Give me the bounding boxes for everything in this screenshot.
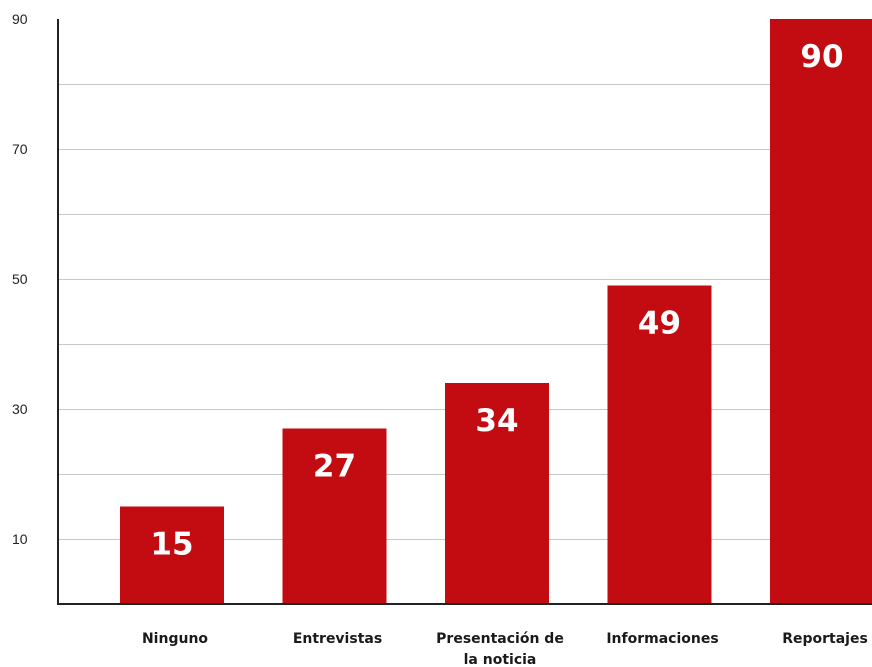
axes xyxy=(57,19,872,605)
y-tick-label: 90 xyxy=(12,11,28,27)
y-tick-label: 50 xyxy=(12,271,28,287)
y-tick-label: 30 xyxy=(12,401,28,417)
bar xyxy=(445,383,549,604)
x-category-label: Ninguno xyxy=(142,631,208,647)
x-category-label: la noticia xyxy=(464,652,537,667)
x-category-label: Presentación de xyxy=(436,631,564,647)
x-category-label: Reportajes xyxy=(782,631,868,647)
y-tick-label: 10 xyxy=(12,531,28,547)
x-category-labels: Ninguno Entrevistas Presentación de la noti… xyxy=(142,631,868,667)
bar xyxy=(120,506,224,604)
bar xyxy=(770,19,872,604)
y-tick-label: 70 xyxy=(12,141,28,157)
y-tick-labels: 10 30 50 70 90 xyxy=(12,11,28,547)
bar-value-label: 90 xyxy=(800,39,843,75)
bar-value-label: 49 xyxy=(638,306,681,342)
bar xyxy=(282,428,387,604)
bar-value-labels: 15 27 34 49 90 xyxy=(150,39,843,563)
bar-value-label: 15 xyxy=(150,527,193,563)
x-category-label: Entrevistas xyxy=(293,631,382,647)
bar xyxy=(607,285,712,604)
x-category-label: Informaciones xyxy=(606,631,718,647)
bars xyxy=(120,19,872,604)
bar-value-label: 27 xyxy=(313,449,356,485)
bar-value-label: 34 xyxy=(475,403,518,439)
